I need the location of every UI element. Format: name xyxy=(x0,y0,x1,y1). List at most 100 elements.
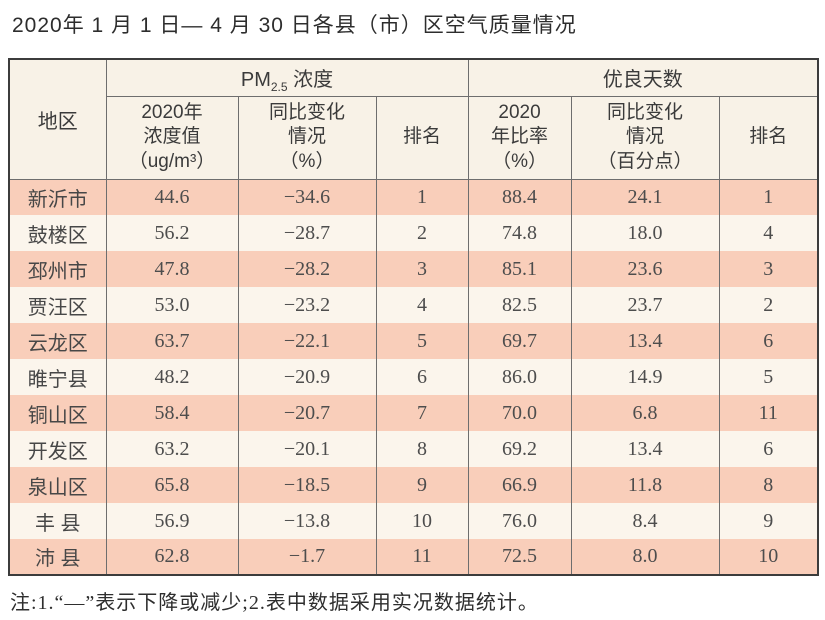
pm-change-cell: −28.2 xyxy=(237,251,377,287)
pm-value-cell: 44.6 xyxy=(105,179,239,215)
page-title: 2020年 1 月 1 日— 4 月 30 日各县（市）区空气质量情况 xyxy=(12,14,577,37)
pm-rank-cell: 9 xyxy=(375,467,469,503)
pm-value-cell: 65.8 xyxy=(105,467,239,503)
good-rank-column-header: 排名 xyxy=(718,95,819,180)
good-ratio-cell: 66.9 xyxy=(467,467,572,503)
region-cell: 云龙区 xyxy=(8,323,107,359)
good-rank-cell: 6 xyxy=(718,431,819,467)
pm-rank-cell: 4 xyxy=(375,287,469,323)
good-change-cell: 23.6 xyxy=(570,251,720,287)
region-column-header: 地区 xyxy=(8,58,107,180)
good-change-cell: 11.8 xyxy=(570,467,720,503)
table-row: 丰 县 56.9 −13.8 10 76.0 8.4 9 xyxy=(8,503,819,539)
pm-value-cell: 63.7 xyxy=(105,323,239,359)
table-row: 泉山区 65.8 −18.5 9 66.9 11.8 8 xyxy=(8,467,819,503)
pm-change-cell: −34.6 xyxy=(237,179,377,215)
pm-rank-cell: 2 xyxy=(375,215,469,251)
pm-rank-cell: 8 xyxy=(375,431,469,467)
pm-value-cell: 58.4 xyxy=(105,395,239,431)
pm25-label-subscript: 2.5 xyxy=(270,80,288,95)
good-rank-cell: 1 xyxy=(718,179,819,215)
pm25-label-prefix: PM xyxy=(240,69,271,92)
table-row: 贾汪区 53.0 −23.2 4 82.5 23.7 2 xyxy=(8,287,819,323)
table-row: 睢宁县 48.2 −20.9 6 86.0 14.9 5 xyxy=(8,359,819,395)
good-ratio-cell: 69.2 xyxy=(467,431,572,467)
good-ratio-cell: 72.5 xyxy=(467,539,572,575)
table-row: 鼓楼区 56.2 −28.7 2 74.8 18.0 4 xyxy=(8,215,819,251)
region-cell: 沛 县 xyxy=(8,539,107,575)
pm25-group-header: PM2.5 浓度 xyxy=(105,58,469,97)
good-ratio-cell: 86.0 xyxy=(467,359,572,395)
footnote: 注:1.“—”表示下降或减少;2.表中数据采用实况数据统计。 xyxy=(10,592,539,614)
pm-value-column-header: 2020年 浓度值 （ug/m³） xyxy=(105,95,239,180)
good-change-cell: 13.4 xyxy=(570,431,720,467)
pm-value-cell: 48.2 xyxy=(105,359,239,395)
good-rank-cell: 3 xyxy=(718,251,819,287)
pm-rank-cell: 10 xyxy=(375,503,469,539)
pm-change-cell: −28.7 xyxy=(237,215,377,251)
pm-change-cell: −13.8 xyxy=(237,503,377,539)
good-ratio-cell: 69.7 xyxy=(467,323,572,359)
header-sub-row: 2020年 浓度值 （ug/m³） 同比变化 情况 （%） 排名 2020 年比… xyxy=(9,95,819,180)
good-rank-cell: 11 xyxy=(718,395,819,431)
region-cell: 丰 县 xyxy=(8,503,107,539)
good-ratio-cell: 70.0 xyxy=(467,395,572,431)
region-cell: 邳州市 xyxy=(8,251,107,287)
pm-change-cell: −18.5 xyxy=(237,467,377,503)
pm-value-cell: 62.8 xyxy=(105,539,239,575)
good-ratio-cell: 85.1 xyxy=(467,251,572,287)
region-cell: 睢宁县 xyxy=(8,359,107,395)
good-ratio-column-header: 2020 年比率 （%） xyxy=(467,95,572,180)
pm-change-cell: −22.1 xyxy=(237,323,377,359)
region-cell: 新沂市 xyxy=(8,179,107,215)
table-row: 邳州市 47.8 −28.2 3 85.1 23.6 3 xyxy=(8,251,819,287)
table-row: 新沂市 44.6 −34.6 1 88.4 24.1 1 xyxy=(8,179,819,215)
pm-rank-column-header: 排名 xyxy=(375,95,469,180)
pm-value-cell: 56.9 xyxy=(105,503,239,539)
region-cell: 泉山区 xyxy=(8,467,107,503)
pm-change-cell: −20.9 xyxy=(237,359,377,395)
table-row: 开发区 63.2 −20.1 8 69.2 13.4 6 xyxy=(8,431,819,467)
pm-rank-cell: 7 xyxy=(375,395,469,431)
pm-change-cell: −20.7 xyxy=(237,395,377,431)
pm25-label-suffix: 浓度 xyxy=(287,69,334,92)
pm-value-cell: 53.0 xyxy=(105,287,239,323)
good-change-cell: 8.0 xyxy=(570,539,720,575)
pm-rank-cell: 3 xyxy=(375,251,469,287)
pm-rank-cell: 1 xyxy=(375,179,469,215)
pm-change-cell: −20.1 xyxy=(237,431,377,467)
good-rank-cell: 5 xyxy=(718,359,819,395)
good-change-cell: 8.4 xyxy=(570,503,720,539)
region-cell: 鼓楼区 xyxy=(8,215,107,251)
good-rank-cell: 10 xyxy=(718,539,819,575)
good-rank-cell: 9 xyxy=(718,503,819,539)
region-cell: 贾汪区 xyxy=(8,287,107,323)
pm-value-cell: 63.2 xyxy=(105,431,239,467)
good-days-group-header: 优良天数 xyxy=(467,58,819,97)
table-row: 云龙区 63.7 −22.1 5 69.7 13.4 6 xyxy=(8,323,819,359)
good-ratio-cell: 74.8 xyxy=(467,215,572,251)
pm-rank-cell: 5 xyxy=(375,323,469,359)
header-group-row: 地区 PM2.5 浓度 优良天数 xyxy=(8,58,819,180)
pm-change-cell: −23.2 xyxy=(237,287,377,323)
good-change-cell: 14.9 xyxy=(570,359,720,395)
good-rank-cell: 4 xyxy=(718,215,819,251)
good-ratio-cell: 82.5 xyxy=(467,287,572,323)
good-rank-cell: 6 xyxy=(718,323,819,359)
good-ratio-cell: 88.4 xyxy=(467,179,572,215)
good-change-cell: 24.1 xyxy=(570,179,720,215)
table-row: 沛 县 62.8 −1.7 11 72.5 8.0 10 xyxy=(8,539,819,575)
region-cell: 开发区 xyxy=(8,431,107,467)
region-cell: 铜山区 xyxy=(8,395,107,431)
pm-value-cell: 56.2 xyxy=(105,215,239,251)
good-rank-cell: 2 xyxy=(718,287,819,323)
good-change-column-header: 同比变化 情况 （百分点） xyxy=(570,95,720,180)
good-change-cell: 13.4 xyxy=(570,323,720,359)
pm-change-cell: −1.7 xyxy=(237,539,377,575)
pm-rank-cell: 6 xyxy=(375,359,469,395)
pm-value-cell: 47.8 xyxy=(105,251,239,287)
pm-change-column-header: 同比变化 情况 （%） xyxy=(237,95,377,180)
good-change-cell: 18.0 xyxy=(570,215,720,251)
table-row: 铜山区 58.4 −20.7 7 70.0 6.8 11 xyxy=(8,395,819,431)
